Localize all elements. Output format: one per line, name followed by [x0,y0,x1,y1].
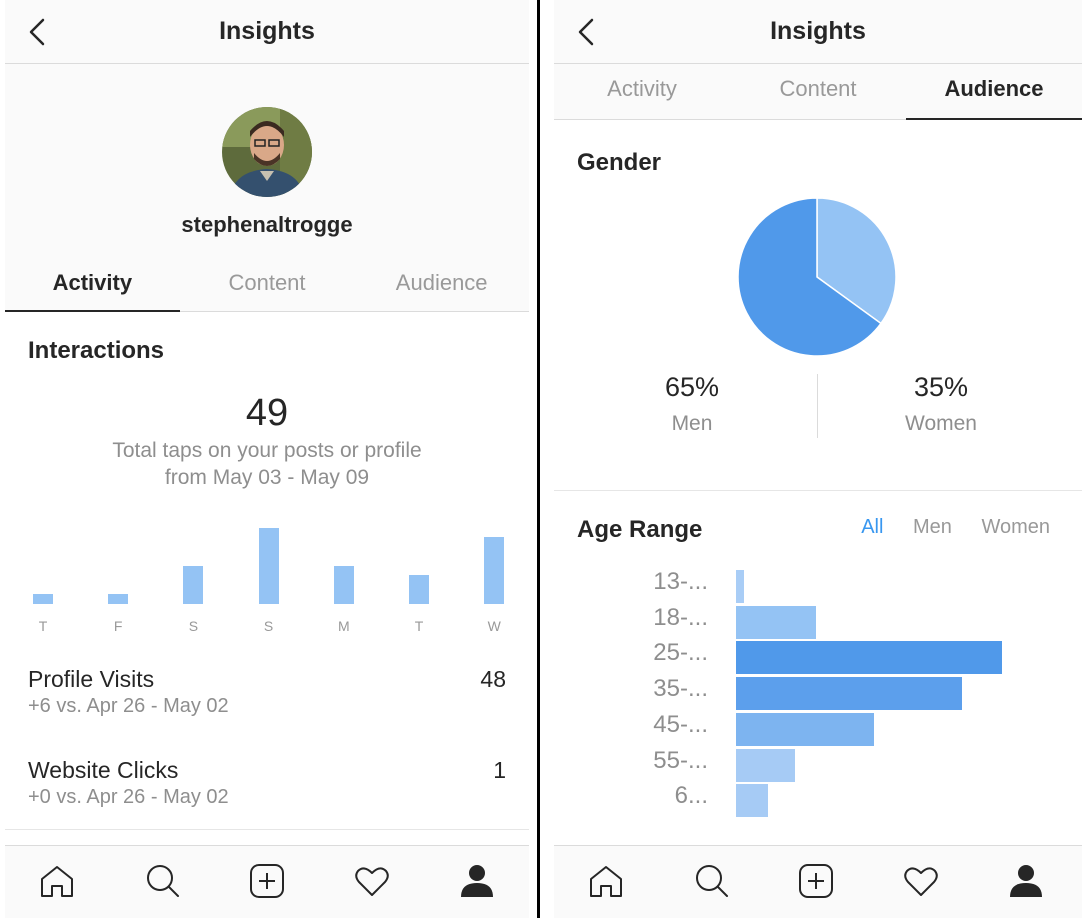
activity-bar [258,528,279,604]
avatar-photo [222,107,312,197]
heart-icon[interactable] [902,862,940,900]
page-title: Insights [770,17,866,45]
gender-pie-chart [737,197,897,357]
back-arrow-icon[interactable] [23,16,53,48]
men-label: Men [671,412,713,435]
profile-visits-row[interactable]: Profile Visits 48 +6 vs. Apr 26 - May 02 [28,666,506,718]
pie-slice-men [737,197,882,357]
filter-all[interactable]: All [861,516,884,538]
tab-activity[interactable]: Activity [607,76,677,101]
stat-comparison: +6 vs. Apr 26 - May 02 [28,695,229,717]
profile-icon[interactable] [458,862,496,900]
interactions-caption-line1: Total taps on your posts or profile [112,439,422,462]
tab-content[interactable]: Content [779,76,857,101]
top-bar: Insights [554,0,1082,64]
profile-header: stephenaltrogge Activity Content Audienc… [5,64,529,312]
age-bar [736,641,1002,675]
profile-icon[interactable] [1007,862,1045,900]
stat-comparison: +0 vs. Apr 26 - May 02 [28,786,229,808]
day-label: S [263,618,274,634]
age-range-title: Age Range [577,516,703,543]
tab-audience[interactable]: Audience [906,64,1082,120]
stat-value: 1 [493,757,506,783]
pie-slice-women [816,197,897,325]
activity-bar [409,575,429,604]
age-bar [736,784,768,818]
tab-activity[interactable]: Activity [5,264,180,312]
bottom-nav [554,845,1082,918]
tab-audience[interactable]: Audience [395,270,488,295]
women-percentage: 35% [913,372,969,402]
home-icon[interactable] [38,862,76,900]
day-label: T [38,618,48,634]
heart-icon[interactable] [353,862,391,900]
website-clicks-row[interactable]: Website Clicks 1 +0 vs. Apr 26 - May 02 [28,757,506,809]
age-label: 25-... [653,639,708,667]
women-label: Women [905,412,977,435]
activity-bar [333,566,354,604]
age-bar [736,570,744,603]
left-screen: Insights stephenaltrogge Activity Conten… [0,0,534,918]
gender-divider [817,374,818,438]
right-screen: Insights Activity Content Audience Gende… [544,0,1082,918]
age-bar [736,712,874,746]
day-label: T [414,618,424,634]
top-bar: Insights [5,0,529,64]
tab-content[interactable]: Content [228,270,306,295]
age-label: 35-... [653,675,708,703]
screen-divider [537,0,540,918]
men-percentage: 65% [664,372,720,402]
age-label: 45-... [653,710,708,738]
insights-tabs: Activity Content Audience [5,264,529,312]
bottom-nav [5,845,529,918]
age-bar [736,605,816,639]
filter-men[interactable]: Men [912,516,952,538]
filter-women[interactable]: Women [981,516,1050,538]
divider [554,490,1082,491]
activity-bar-chart [28,520,510,604]
age-label: 13-... [653,568,708,595]
interactions-caption-line2: from May 03 - May 09 [164,466,370,489]
stat-label: Profile Visits [28,666,155,692]
day-label: M [337,618,350,634]
divider [5,829,529,830]
add-post-icon[interactable] [248,862,286,900]
gender-title: Gender [577,149,662,176]
stat-label: Website Clicks [28,757,179,783]
activity-bar [484,537,505,604]
day-label: S [188,618,199,634]
day-label: W [487,618,501,634]
activity-bar [183,566,204,604]
age-label: 6... [674,782,708,810]
add-post-icon[interactable] [797,862,835,900]
day-label: F [113,618,123,634]
activity-bar [108,594,129,604]
interactions-total: 49 [245,392,289,434]
age-bar [736,677,962,711]
age-bar [736,748,795,782]
back-arrow-icon[interactable] [572,16,602,48]
age-filter-group: All Men Women [837,516,1050,539]
insights-tabs: Activity Content Audience [554,64,1082,120]
activity-bar [33,594,53,604]
search-icon[interactable] [692,862,730,900]
interactions-title: Interactions [28,337,165,364]
avatar[interactable] [222,107,312,197]
age-label: 18-... [653,603,708,631]
stat-value: 48 [480,666,506,692]
age-label: 55-... [653,746,708,774]
profile-username: stephenaltrogge [181,212,353,237]
search-icon[interactable] [143,862,181,900]
page-title: Insights [219,17,315,45]
home-icon[interactable] [587,862,625,900]
